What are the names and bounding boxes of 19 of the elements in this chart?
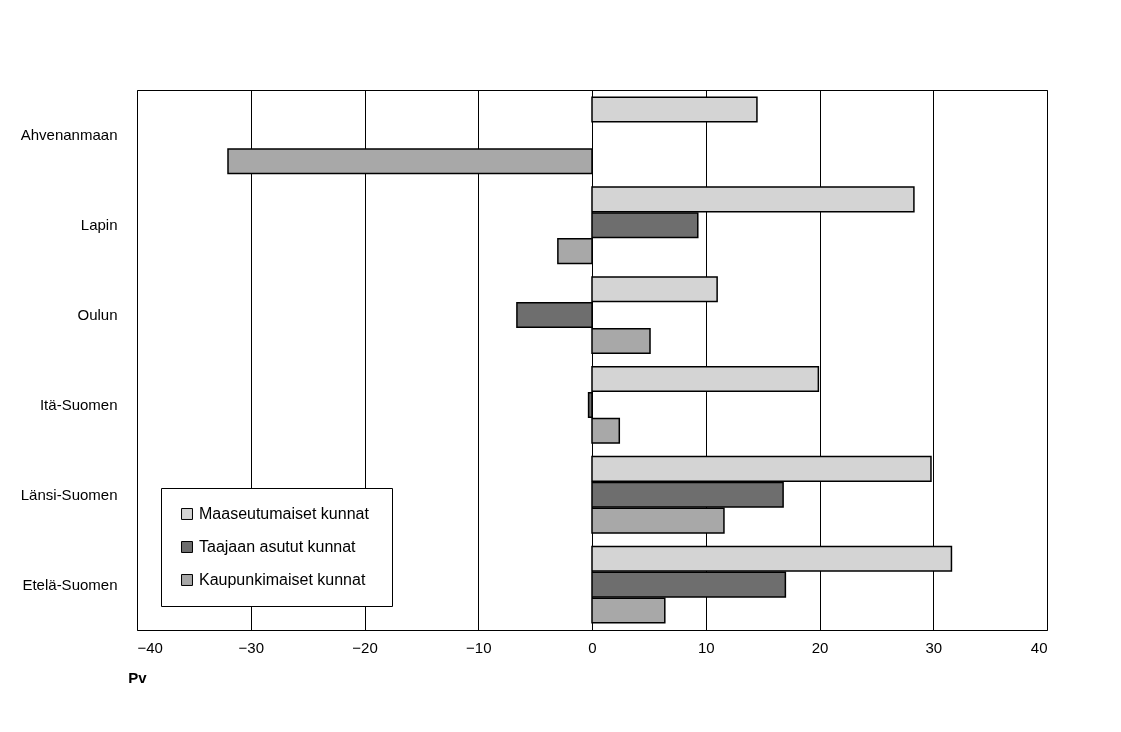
x-tick-label: −20 [352,638,378,656]
x-tick-label: 20 [811,638,829,656]
x-tick-label: 40 [1030,638,1048,656]
legend-label: Kaupunkimaiset kunnat [199,571,366,588]
legend-label: Taajaan asutut kunnat [199,538,357,555]
y-tick-label: Oulun [77,306,118,324]
y-tick-label: Itä-Suomen [39,395,118,413]
x-tick-label: −30 [238,638,264,656]
y-tick-label: Etelä-Suomen [22,575,118,593]
legend-label: Maaseutumaiset kunnat [199,505,370,522]
x-tick-label: 30 [925,638,943,656]
x-tick-label: −40 [137,638,163,656]
y-tick-label: Lapin [80,216,118,234]
x-axis-title: Pv [128,668,148,686]
x-tick-label: 0 [588,638,597,656]
y-tick-label: Ahvenanmaan [20,126,118,144]
x-tick-label: −10 [466,638,492,656]
x-tick-label: 10 [697,638,715,656]
y-tick-label: Länsi-Suomen [20,485,118,503]
